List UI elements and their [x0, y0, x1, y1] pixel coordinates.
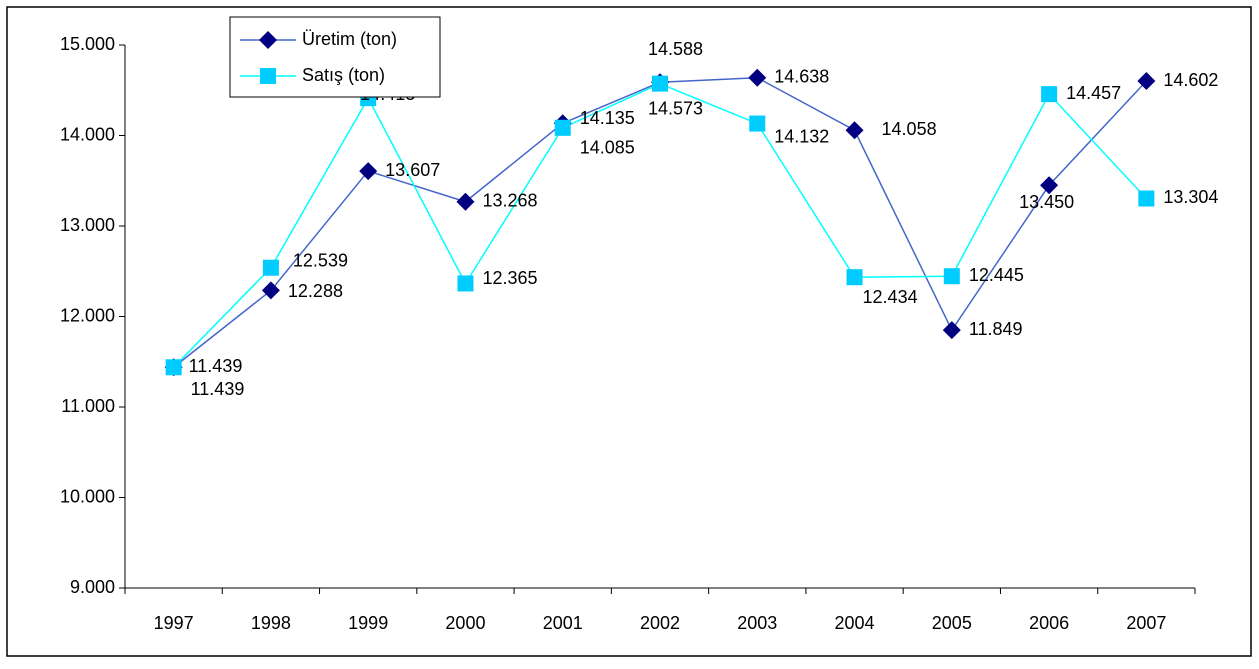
data-label: 13.450 [1019, 192, 1074, 212]
y-tick-label: 11.000 [61, 396, 115, 416]
data-label: 14.132 [774, 126, 829, 146]
marker [261, 281, 280, 300]
data-label: 12.539 [293, 250, 348, 270]
marker [942, 321, 961, 340]
marker [554, 119, 571, 136]
data-label: 14.588 [648, 39, 703, 59]
x-tick-label: 2001 [543, 613, 583, 633]
marker [943, 268, 960, 285]
legend-marker [259, 31, 277, 49]
y-tick-label: 10.000 [60, 486, 115, 506]
x-tick-label: 2007 [1126, 613, 1166, 633]
data-label: 14.085 [580, 138, 635, 158]
data-label: 13.304 [1163, 187, 1218, 207]
data-label: 14.058 [882, 119, 937, 139]
x-tick-label: 1999 [348, 613, 388, 633]
x-tick-label: 1998 [251, 613, 291, 633]
marker [359, 162, 378, 181]
marker [165, 359, 182, 376]
marker [748, 68, 767, 87]
x-tick-label: 2000 [445, 613, 485, 633]
data-label: 14.457 [1066, 83, 1121, 103]
x-tick-label: 2004 [835, 613, 875, 633]
y-tick-label: 15.000 [60, 34, 115, 54]
data-label: 12.365 [482, 268, 537, 288]
x-tick-label: 2002 [640, 613, 680, 633]
data-label: 12.434 [863, 287, 918, 307]
marker [456, 192, 475, 211]
marker [846, 269, 863, 286]
marker [457, 275, 474, 292]
marker [1138, 190, 1155, 207]
data-label: 13.268 [482, 190, 537, 210]
data-label: 11.439 [191, 379, 245, 399]
y-tick-label: 12.000 [60, 305, 115, 325]
marker [845, 121, 864, 140]
legend-label: Üretim (ton) [302, 29, 397, 49]
x-tick-label: 1997 [154, 613, 194, 633]
data-label: 14.135 [580, 108, 635, 128]
data-label: 14.602 [1163, 70, 1218, 90]
data-label: 14.573 [648, 98, 703, 118]
data-label: 12.288 [288, 281, 343, 301]
marker [1137, 72, 1156, 91]
marker [652, 75, 668, 92]
data-label: 12.445 [969, 265, 1024, 285]
marker [1040, 176, 1059, 195]
y-tick-label: 13.000 [60, 215, 115, 235]
data-label: 14.638 [774, 67, 829, 87]
marker [1041, 86, 1058, 103]
marker [749, 115, 766, 132]
frame [6, 6, 1252, 657]
legend-marker [260, 68, 276, 84]
data-label: 11.439 [189, 356, 243, 376]
x-tick-label: 2005 [932, 613, 972, 633]
x-tick-label: 2003 [737, 613, 777, 633]
y-tick-label: 14.000 [60, 124, 115, 144]
y-tick-label: 9.000 [70, 577, 115, 597]
marker [262, 259, 279, 276]
x-tick-label: 2006 [1029, 613, 1069, 633]
legend-label: Satış (ton) [302, 65, 385, 85]
data-label: 13.607 [385, 160, 440, 180]
data-label: 11.849 [969, 319, 1023, 339]
